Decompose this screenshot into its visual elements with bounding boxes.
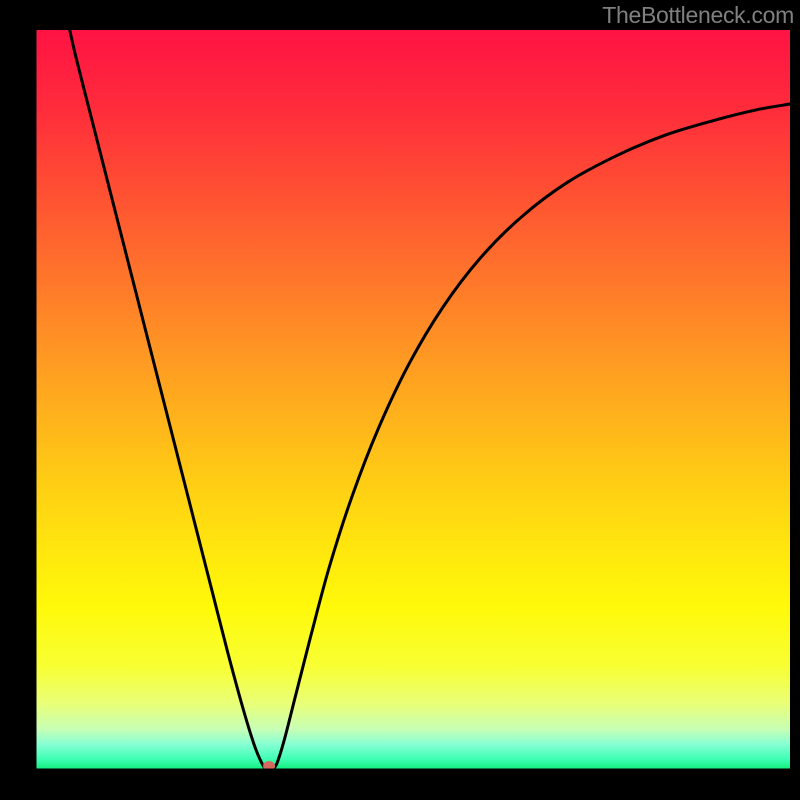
chart-container: TheBottleneck.com: [0, 0, 800, 800]
chart-svg: [0, 0, 800, 800]
watermark-text: TheBottleneck.com: [602, 2, 794, 29]
plot-background: [35, 30, 790, 770]
